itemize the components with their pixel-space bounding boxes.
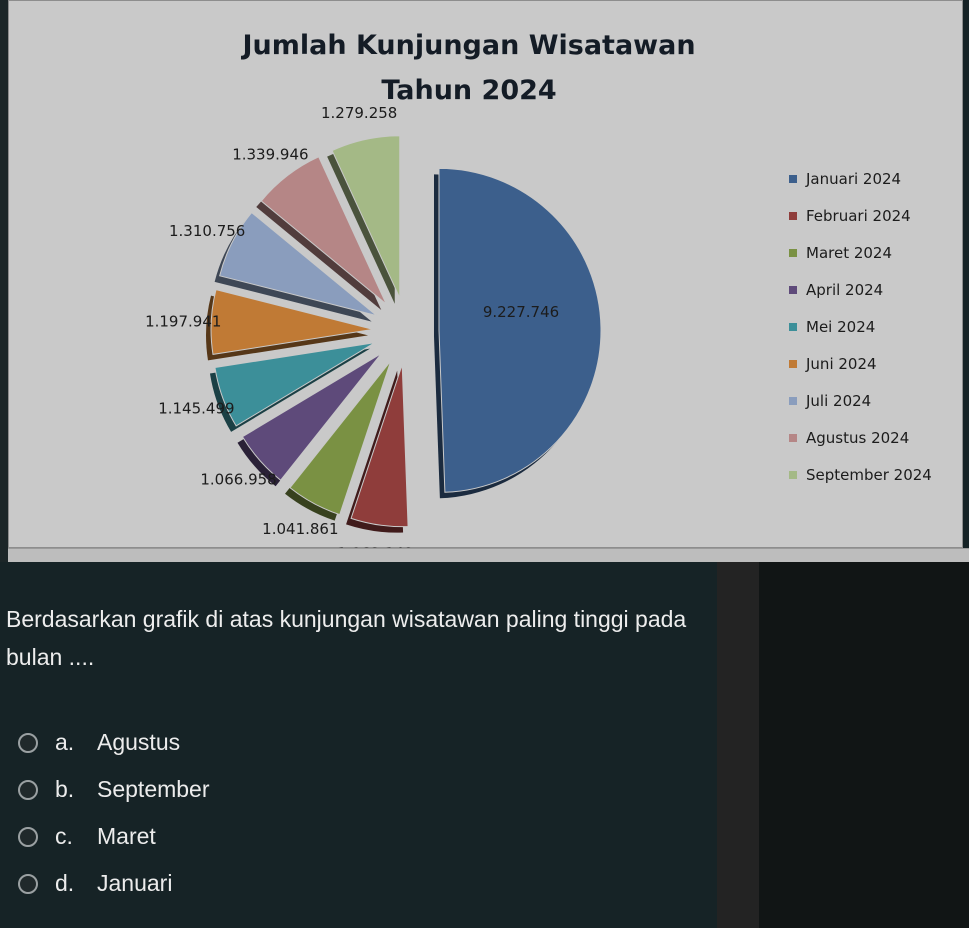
- data-label-9: 1.279.258: [321, 104, 397, 122]
- legend-label-7: Juli 2024: [805, 392, 871, 410]
- data-label-7: 1.310.756: [169, 222, 245, 240]
- data-label-3: 1.041.861: [262, 520, 338, 538]
- radio-icon[interactable]: [18, 826, 38, 847]
- pie-chart: Jumlah Kunjungan Wisatawan Tahun 2024 9.…: [145, 30, 932, 563]
- option-label: September: [97, 776, 210, 802]
- spreadsheet-strip: [8, 548, 969, 562]
- pie-slice-8: [260, 156, 387, 305]
- option-letter: b.: [55, 776, 75, 802]
- legend-swatch-8: [789, 434, 797, 442]
- legend-label-2: Februari 2024: [806, 207, 911, 225]
- legend-label-5: Mei 2024: [806, 318, 875, 336]
- legend-label-4: April 2024: [806, 281, 883, 299]
- data-label-6: 1.197.941: [145, 313, 221, 331]
- pie-slice-1: [438, 167, 602, 493]
- chart-title-line2: Tahun 2024: [381, 75, 556, 106]
- option-a[interactable]: a. Agustus: [18, 719, 210, 766]
- option-letter: c.: [55, 823, 73, 849]
- option-label: Agustus: [97, 729, 181, 755]
- legend-swatch-3: [789, 249, 797, 257]
- legend-label-3: Maret 2024: [806, 244, 892, 262]
- radio-icon[interactable]: [18, 779, 38, 800]
- legend-swatch-1: [789, 175, 797, 183]
- pie-slice-3: [289, 360, 392, 516]
- right-panel: [717, 562, 759, 928]
- pie-slice-7: [219, 211, 377, 317]
- option-b[interactable]: b. September: [18, 766, 210, 813]
- chart-legend: Januari 2024 Februari 2024 Maret 2024 April…: [789, 170, 932, 484]
- legend-swatch-7: [789, 397, 797, 405]
- option-label: Januari: [97, 870, 173, 896]
- pie-slice-2: [350, 364, 409, 528]
- legend-label-9: September 2024: [806, 466, 932, 484]
- legend-swatch-2: [789, 212, 797, 220]
- chart-title-line1: Jumlah Kunjungan Wisatawan: [240, 30, 695, 61]
- pie-slice-4: [241, 352, 382, 481]
- pie-slices: [206, 135, 602, 533]
- answer-options: a. Agustus b. September c. Maret d. Janu…: [18, 719, 210, 907]
- legend-label-8: Agustus 2024: [806, 429, 909, 447]
- legend-swatch-6: [789, 360, 797, 368]
- pie-slice-6: [210, 288, 374, 355]
- right-panel-dark: [759, 562, 969, 928]
- data-label-4: 1.066.958: [200, 471, 276, 489]
- option-d[interactable]: d. Januari: [18, 860, 210, 907]
- option-letter: d.: [55, 870, 75, 896]
- radio-icon[interactable]: [18, 732, 38, 753]
- data-label-1: 9.227.746: [483, 303, 559, 321]
- legend-swatch-4: [789, 286, 797, 294]
- radio-icon[interactable]: [18, 873, 38, 894]
- legend-label-1: Januari 2024: [805, 170, 901, 188]
- data-label-5: 1.145.499: [158, 399, 234, 417]
- pie-slice-5: [214, 342, 376, 427]
- option-letter: a.: [55, 729, 75, 755]
- option-label: Maret: [97, 823, 156, 849]
- chart-image: Jumlah Kunjungan Wisatawan Tahun 2024 9.…: [8, 0, 963, 563]
- option-c[interactable]: c. Maret: [18, 813, 210, 860]
- legend-swatch-5: [789, 323, 797, 331]
- question-text: Berdasarkan grafik di atas kunjungan wis…: [6, 606, 687, 670]
- left-edge: [0, 0, 8, 562]
- legend-swatch-9: [789, 471, 797, 479]
- pie-slice-9: [331, 135, 401, 298]
- data-label-8: 1.339.946: [232, 145, 308, 163]
- legend-label-6: Juni 2024: [805, 355, 877, 373]
